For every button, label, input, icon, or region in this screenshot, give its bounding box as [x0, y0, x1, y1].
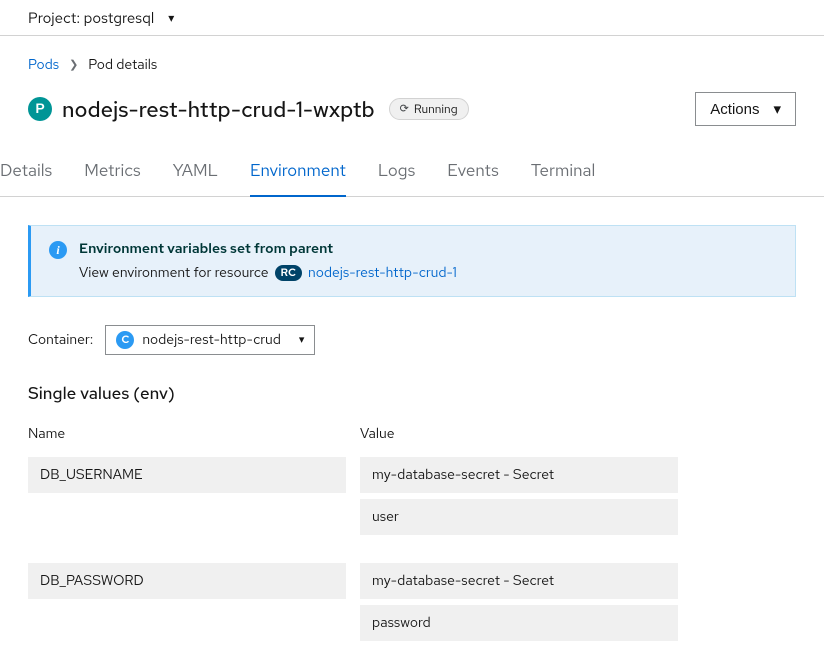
status-badge: ⟳ Running [389, 98, 469, 120]
project-bar: Project: postgresql ▾ [0, 0, 824, 36]
env-value-key: password [360, 605, 678, 641]
container-select[interactable]: C nodejs-rest-http-crud ▾ [105, 325, 315, 355]
env-table: Name Value DB_USERNAME my-database-secre… [28, 425, 796, 641]
column-header-value: Value [360, 425, 678, 457]
pod-badge-icon: P [28, 97, 52, 121]
actions-label: Actions [710, 101, 759, 118]
project-selector[interactable]: Project: postgresql [28, 8, 154, 28]
env-value-source: my-database-secret - Secret [360, 563, 678, 599]
title-group: P nodejs-rest-http-crud-1-wxptb ⟳ Runnin… [28, 95, 469, 124]
tab-events[interactable]: Events [447, 148, 499, 196]
env-name-cell: DB_USERNAME [28, 457, 346, 493]
banner-title: Environment variables set from parent [79, 240, 457, 258]
tab-metrics[interactable]: Metrics [84, 148, 140, 196]
chevron-down-icon[interactable]: ▾ [168, 10, 174, 26]
env-name-cell: DB_PASSWORD [28, 563, 346, 599]
env-value-source: my-database-secret - Secret [360, 457, 678, 493]
page-title: nodejs-rest-http-crud-1-wxptb [62, 95, 375, 124]
container-name: nodejs-rest-http-crud [142, 331, 281, 349]
sync-icon: ⟳ [400, 102, 409, 116]
resource-link[interactable]: nodejs-rest-http-crud-1 [308, 264, 457, 282]
section-title: Single values (env) [28, 383, 796, 405]
chevron-down-icon: ▾ [299, 333, 305, 347]
container-label: Container: [28, 331, 93, 349]
column-header-name: Name [28, 425, 346, 457]
env-name-field: DB_USERNAME [28, 457, 346, 493]
info-icon: i [49, 241, 67, 259]
env-value-cell: my-database-secret - Secret user [360, 457, 678, 535]
breadcrumb-current: Pod details [88, 56, 157, 74]
tab-details[interactable]: Details [0, 148, 52, 196]
container-row: Container: C nodejs-rest-http-crud ▾ [28, 325, 796, 355]
banner-prefix: View environment for resource [79, 264, 269, 282]
tab-terminal[interactable]: Terminal [531, 148, 596, 196]
actions-button[interactable]: Actions ▾ [695, 92, 796, 126]
tab-list: Details Metrics YAML Environment Logs Ev… [0, 148, 824, 197]
tab-yaml[interactable]: YAML [173, 148, 218, 196]
rc-badge-icon: RC [275, 265, 302, 281]
chevron-down-icon: ▾ [773, 100, 781, 118]
breadcrumb: Pods ❯ Pod details [28, 56, 796, 74]
env-value-cell: my-database-secret - Secret password [360, 563, 678, 641]
breadcrumb-root[interactable]: Pods [28, 56, 59, 74]
container-badge-icon: C [116, 331, 134, 349]
tab-environment[interactable]: Environment [250, 148, 346, 196]
info-banner: i Environment variables set from parent … [28, 225, 796, 297]
page-header: P nodejs-rest-http-crud-1-wxptb ⟳ Runnin… [28, 92, 796, 126]
tab-logs[interactable]: Logs [378, 148, 415, 196]
status-text: Running [414, 101, 458, 117]
env-name-field: DB_PASSWORD [28, 563, 346, 599]
banner-subtext: View environment for resource RC nodejs-… [79, 264, 457, 282]
env-value-key: user [360, 499, 678, 535]
chevron-right-icon: ❯ [69, 58, 78, 72]
